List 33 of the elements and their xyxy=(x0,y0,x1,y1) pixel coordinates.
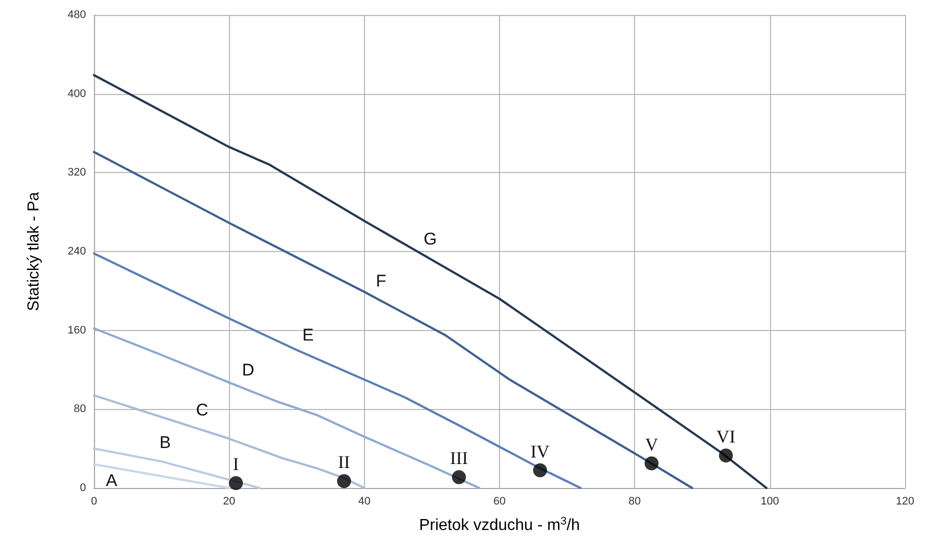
line-series xyxy=(92,252,582,490)
y-tick-label: 160 xyxy=(68,324,86,336)
y-tick-label: 240 xyxy=(68,246,86,258)
series-label: D xyxy=(242,360,254,380)
line-series xyxy=(92,394,366,490)
annotation: IV xyxy=(530,441,550,462)
x-tick-label: 0 xyxy=(90,496,98,508)
annotation: II xyxy=(338,452,350,472)
x-tick-label: 80 xyxy=(628,496,641,508)
series-label: G xyxy=(424,229,437,248)
series-label: E xyxy=(302,326,314,345)
annotation: I xyxy=(232,454,239,474)
annotation: III xyxy=(450,448,468,468)
line-series xyxy=(92,74,768,490)
annotation: V xyxy=(645,434,658,454)
x-tick-label: 60 xyxy=(493,496,506,508)
y-tick-label: 0 xyxy=(80,482,86,494)
annotation: VI xyxy=(716,426,736,446)
series-label: F xyxy=(376,271,386,290)
y-tick-label: 320 xyxy=(68,166,86,179)
line-series xyxy=(92,150,694,490)
x-tick-label: 20 xyxy=(223,496,236,508)
x-tick-label: 100 xyxy=(760,496,780,508)
x-tick-label: 120 xyxy=(896,496,914,508)
series-label: C xyxy=(196,400,208,420)
line-series xyxy=(92,327,480,490)
y-axis-title: Statický tlak - Pa xyxy=(26,192,42,312)
x-tick-label: 40 xyxy=(358,496,370,508)
y-tick-label: 480 xyxy=(68,9,86,21)
series-label: A xyxy=(106,470,118,490)
y-tick-label: 80 xyxy=(74,403,86,416)
y-tick-label: 400 xyxy=(68,88,86,100)
series-label: B xyxy=(160,432,171,452)
